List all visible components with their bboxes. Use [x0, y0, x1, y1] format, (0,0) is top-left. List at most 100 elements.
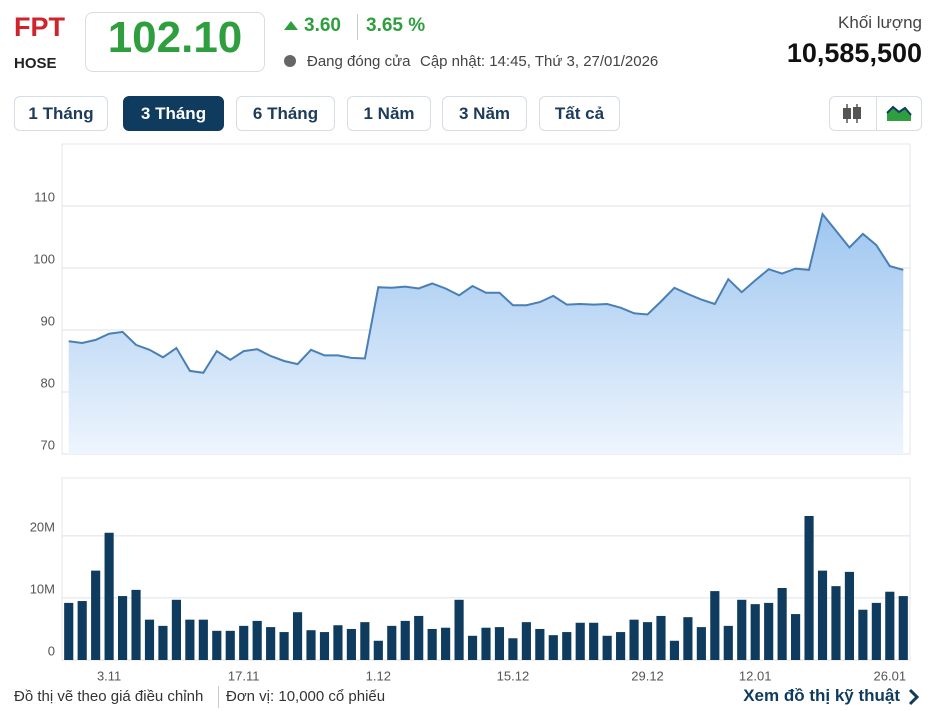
- volume-bar: [737, 599, 747, 660]
- x-tick-label: 3.11: [97, 668, 121, 683]
- footer-unit: Đơn vị: 10,000 cổ phiếu: [226, 688, 386, 705]
- volume-bar: [91, 570, 101, 660]
- volume-bar: [319, 632, 330, 660]
- volume-bar: [898, 596, 908, 660]
- x-tick-label: 12.01: [739, 668, 772, 683]
- volume-bar: [602, 635, 612, 660]
- price: 102.10: [107, 13, 243, 62]
- volume-bar: [373, 640, 383, 660]
- chart-type-toggle: [829, 96, 922, 131]
- volume-bar: [292, 612, 303, 660]
- range-tab[interactable]: 3 Năm: [442, 96, 527, 131]
- volume-bar: [131, 589, 141, 660]
- footer-note: Đồ thị vẽ theo giá điều chỉnh: [14, 688, 204, 705]
- y-tick-label: 20M: [30, 519, 55, 534]
- divider: [218, 686, 219, 708]
- price-box: [85, 12, 265, 72]
- updated: Cập nhật: 14:45, Thứ 3, 27/01/2026: [420, 53, 659, 70]
- volume-bar: [683, 617, 693, 660]
- volume-bar: [414, 615, 424, 660]
- y-tick-label: 0: [48, 643, 55, 658]
- x-tick-label: 26.01: [874, 668, 907, 683]
- exchange: HOSE: [14, 55, 57, 72]
- volume-bar: [777, 588, 787, 660]
- symbol: FPT: [14, 12, 65, 42]
- volume-bar: [467, 635, 478, 660]
- volume-bar: [481, 627, 491, 660]
- y-tick-label: 90: [41, 313, 55, 328]
- volume-bar: [64, 602, 74, 660]
- volume-bar: [669, 640, 680, 660]
- price-line: [68, 211, 904, 374]
- volume-bar: [750, 604, 760, 660]
- volume-bar: [454, 599, 464, 660]
- y-tick-label: 100: [33, 251, 55, 266]
- volume-bar: [117, 596, 128, 660]
- status: Đang đóng cửa: [307, 53, 411, 70]
- volume-bar: [656, 615, 666, 660]
- volume-bar: [494, 627, 505, 660]
- volume-bar: [844, 571, 855, 660]
- volume-bar: [360, 622, 370, 660]
- volume-bar: [346, 628, 356, 660]
- volume-bar: [817, 570, 828, 660]
- volume-bar: [696, 627, 706, 660]
- volume-bar: [764, 602, 774, 660]
- volume-bar: [642, 622, 653, 660]
- change-percent: 3.65 %: [366, 15, 426, 36]
- range-tab[interactable]: 3 Tháng: [123, 96, 224, 131]
- volume-bar: [104, 532, 114, 660]
- volume-bar: [589, 622, 599, 660]
- status-dot: [284, 55, 296, 67]
- volume-bar: [791, 614, 801, 660]
- up-arrow: [284, 21, 298, 30]
- divider: [357, 14, 358, 40]
- change: 3.60: [304, 15, 341, 36]
- divider: [876, 96, 877, 131]
- technical-chart-link[interactable]: Xem đồ thị kỹ thuật: [743, 686, 900, 705]
- volume-bar: [400, 620, 410, 660]
- volume-bar: [427, 628, 437, 660]
- volume-bar: [387, 625, 397, 660]
- volume-bar: [252, 620, 262, 660]
- volume-bar: [521, 622, 531, 660]
- range-tab[interactable]: 6 Tháng: [236, 96, 335, 131]
- volume-bar: [508, 638, 518, 660]
- x-tick-label: 1.12: [366, 668, 391, 683]
- volume-label: Khối lượng: [838, 13, 922, 32]
- chevron: [908, 688, 920, 706]
- volume-bar: [871, 602, 881, 660]
- volume-bar: [629, 619, 639, 660]
- volume-bar: [185, 619, 195, 660]
- volume-bar: [239, 625, 249, 660]
- y-tick-label: 110: [34, 189, 55, 204]
- volume-bar: [333, 625, 343, 660]
- range-tab[interactable]: 1 Tháng: [14, 96, 108, 131]
- volume-bar: [279, 632, 289, 660]
- volume-bar: [225, 630, 235, 660]
- x-tick-label: 29.12: [631, 668, 664, 683]
- volume-bar: [535, 628, 545, 660]
- y-tick-label: 10M: [30, 581, 55, 596]
- volume-bar: [804, 516, 814, 660]
- volume-bar: [306, 630, 316, 660]
- volume-bar: [266, 627, 276, 660]
- volume-bar: [212, 630, 222, 660]
- volume-bar: [144, 619, 155, 660]
- volume-bar: [441, 627, 451, 660]
- range-tab[interactable]: 1 Năm: [347, 96, 431, 131]
- volume-bar: [548, 635, 558, 660]
- volume-bar: [171, 599, 181, 660]
- price-area: [68, 214, 904, 454]
- volume-bar: [723, 625, 733, 660]
- volume-bar: [831, 586, 841, 660]
- volume-bar: [562, 632, 572, 660]
- y-tick-label: 80: [41, 375, 55, 390]
- candlestick-button[interactable]: [830, 97, 875, 130]
- x-tick-label: 17.11: [228, 668, 260, 683]
- range-tab[interactable]: Tất cả: [539, 96, 620, 131]
- volume-bar: [198, 619, 208, 660]
- area-button[interactable]: [877, 97, 922, 130]
